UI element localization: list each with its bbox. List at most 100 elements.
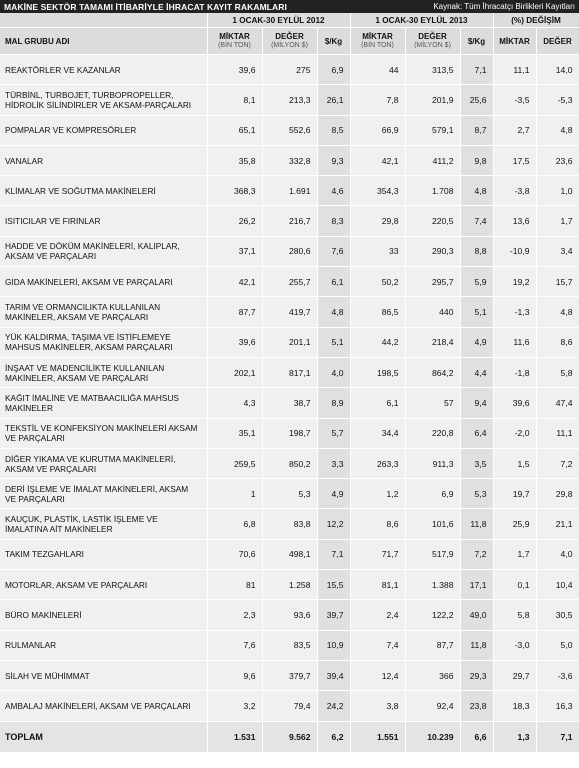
miktar-2012-cell: 81: [207, 569, 263, 601]
deger-2012-label: DEĞER: [275, 32, 304, 41]
perkg-2012-cell: 3,3: [317, 448, 351, 480]
miktar-2012-cell: 6,8: [207, 508, 263, 540]
perkg-2013-cell: 5,9: [460, 266, 494, 298]
change-deger-cell: 10,4: [536, 569, 579, 601]
change-deger-cell: 1,7: [536, 205, 579, 237]
miktar-2012-cell: 3,2: [207, 690, 263, 722]
deger-2013-unit: (MİLYON $): [414, 42, 451, 49]
deger-2013-cell: 1.388: [405, 569, 461, 601]
change-miktar-cell: -3,5: [493, 84, 537, 116]
perkg-2013-cell: 11,8: [460, 508, 494, 540]
miktar-2013-cell: 1.551: [350, 721, 406, 753]
change-deger-cell: 8,6: [536, 327, 579, 358]
export-table: 1 OCAK-30 EYLÜL 2012 1 OCAK-30 EYLÜL 201…: [0, 13, 579, 753]
perkg-2012-cell: 39,4: [317, 660, 351, 692]
name-cell: KAUÇUK, PLASTİK, LASTİK İŞLEME VE İMALAT…: [0, 508, 208, 540]
table-row: BÜRO MAKİNELERİ 2,3 93,6 39,7 2,4 122,2 49,0 5,…: [0, 599, 579, 631]
deger-2013-cell: 313,5: [405, 54, 461, 86]
change-miktar-cell: 19,7: [493, 478, 537, 510]
change-miktar-cell: -3,8: [493, 175, 537, 207]
change-miktar-cell: 1,7: [493, 539, 537, 571]
deger-2013-cell: 101,6: [405, 508, 461, 540]
change-miktar-cell: 2,7: [493, 115, 537, 146]
miktar-2012-cell: 87,7: [207, 296, 263, 328]
name-cell: KAĞIT İMALİNE VE MATBAACILIĞA MAHSUS MAK…: [0, 387, 208, 419]
table-row: REAKTÖRLER VE KAZANLAR 39,6 275 6,9 44 313,5 7…: [0, 54, 579, 86]
change-miktar-header: MİKTAR: [493, 27, 537, 55]
change-deger-cell: 23,6: [536, 145, 579, 177]
perkg-2013-cell: 4,8: [460, 175, 494, 207]
miktar-2013-cell: 12,4: [350, 660, 406, 692]
perkg-2012-cell: 39,7: [317, 599, 351, 631]
deger-2012-cell: 213,3: [262, 84, 318, 116]
perkg-2013-cell: 3,5: [460, 448, 494, 480]
deger-2013-label: DEĞER: [418, 32, 447, 41]
group-header-row: 1 OCAK-30 EYLÜL 2012 1 OCAK-30 EYLÜL 201…: [0, 13, 579, 28]
table-row: TÜRBİNL, TURBOJET, TURBOPROPELLER, HİDRO…: [0, 84, 579, 116]
miktar-2013-cell: 7,8: [350, 84, 406, 116]
deger-2013-cell: 92,4: [405, 690, 461, 722]
miktar-2012-cell: 1.531: [207, 721, 263, 753]
table-row: KAĞIT İMALİNE VE MATBAACILIĞA MAHSUS MAK…: [0, 387, 579, 419]
deger-2013-cell: 201,9: [405, 84, 461, 116]
change-deger-cell: 5,8: [536, 357, 579, 389]
change-deger-cell: 7,2: [536, 448, 579, 480]
miktar-2013-cell: 34,4: [350, 418, 406, 449]
deger-2012-cell: 379,7: [262, 660, 318, 692]
miktar-2012-cell: 35,1: [207, 418, 263, 449]
deger-2012-cell: 419,7: [262, 296, 318, 328]
change-miktar-cell: 0,1: [493, 569, 537, 601]
perkg-2012-cell: 8,9: [317, 387, 351, 419]
deger-2013-cell: 864,2: [405, 357, 461, 389]
perkg-2013-cell: 9,4: [460, 387, 494, 419]
change-deger-cell: 14,0: [536, 54, 579, 86]
perkg-2012-header: $/Kg: [317, 27, 351, 55]
deger-2012-cell: 552,6: [262, 115, 318, 146]
perkg-2013-cell: 49,0: [460, 599, 494, 631]
change-deger-header: DEĞER: [536, 27, 579, 55]
perkg-2012-cell: 4,6: [317, 175, 351, 207]
perkg-2012-cell: 6,1: [317, 266, 351, 298]
name-cell: POMPALAR VE KOMPRESÖRLER: [0, 115, 208, 146]
change-deger-cell: 4,0: [536, 539, 579, 571]
change-miktar-cell: 11,6: [493, 327, 537, 358]
perkg-2013-cell: 6,6: [460, 721, 494, 753]
miktar-2013-cell: 44,2: [350, 327, 406, 358]
perkg-2012-cell: 4,8: [317, 296, 351, 328]
deger-2012-cell: 255,7: [262, 266, 318, 298]
miktar-2013-header: MİKTAR (BİN TON): [350, 27, 406, 55]
perkg-2012-cell: 4,0: [317, 357, 351, 389]
miktar-2012-header: MİKTAR (BİN TON): [207, 27, 263, 55]
deger-2013-cell: 6,9: [405, 478, 461, 510]
change-miktar-cell: 1,3: [493, 721, 537, 753]
deger-2012-cell: 1.691: [262, 175, 318, 207]
name-cell: GIDA MAKİNELERİ, AKSAM VE PARÇALARI: [0, 266, 208, 298]
perkg-2012-cell: 7,6: [317, 236, 351, 268]
miktar-2013-label: MİKTAR: [362, 32, 393, 41]
perkg-2013-cell: 8,8: [460, 236, 494, 268]
miktar-2012-cell: 70,6: [207, 539, 263, 571]
deger-2013-cell: 411,2: [405, 145, 461, 177]
name-cell: REAKTÖRLER VE KAZANLAR: [0, 54, 208, 86]
name-cell: TAKIM TEZGAHLARI: [0, 539, 208, 571]
name-cell: DERİ İŞLEME VE İMALAT MAKİNELERİ, AKSAM …: [0, 478, 208, 510]
perkg-2012-cell: 4,9: [317, 478, 351, 510]
name-cell: HADDE VE DÖKÜM MAKİNELERİ, KALIPLAR, AKS…: [0, 236, 208, 268]
miktar-2012-cell: 1: [207, 478, 263, 510]
deger-2012-cell: 1.258: [262, 569, 318, 601]
deger-2012-cell: 216,7: [262, 205, 318, 237]
miktar-2012-cell: 39,6: [207, 54, 263, 86]
change-miktar-cell: 5,8: [493, 599, 537, 631]
perkg-2013-cell: 7,4: [460, 205, 494, 237]
change-miktar-cell: 25,9: [493, 508, 537, 540]
miktar-2013-cell: 263,3: [350, 448, 406, 480]
miktar-2012-cell: 2,3: [207, 599, 263, 631]
perkg-2013-cell: 4,9: [460, 327, 494, 358]
table-row: HADDE VE DÖKÜM MAKİNELERİ, KALIPLAR, AKS…: [0, 236, 579, 268]
deger-2013-cell: 10.239: [405, 721, 461, 753]
miktar-2012-cell: 65,1: [207, 115, 263, 146]
miktar-2012-label: MİKTAR: [219, 32, 250, 41]
title-bar: MAKİNE SEKTÖR TAMAMI İTİBARİYLE İHRACAT …: [0, 0, 579, 13]
deger-2013-cell: 517,9: [405, 539, 461, 571]
deger-2012-cell: 280,6: [262, 236, 318, 268]
